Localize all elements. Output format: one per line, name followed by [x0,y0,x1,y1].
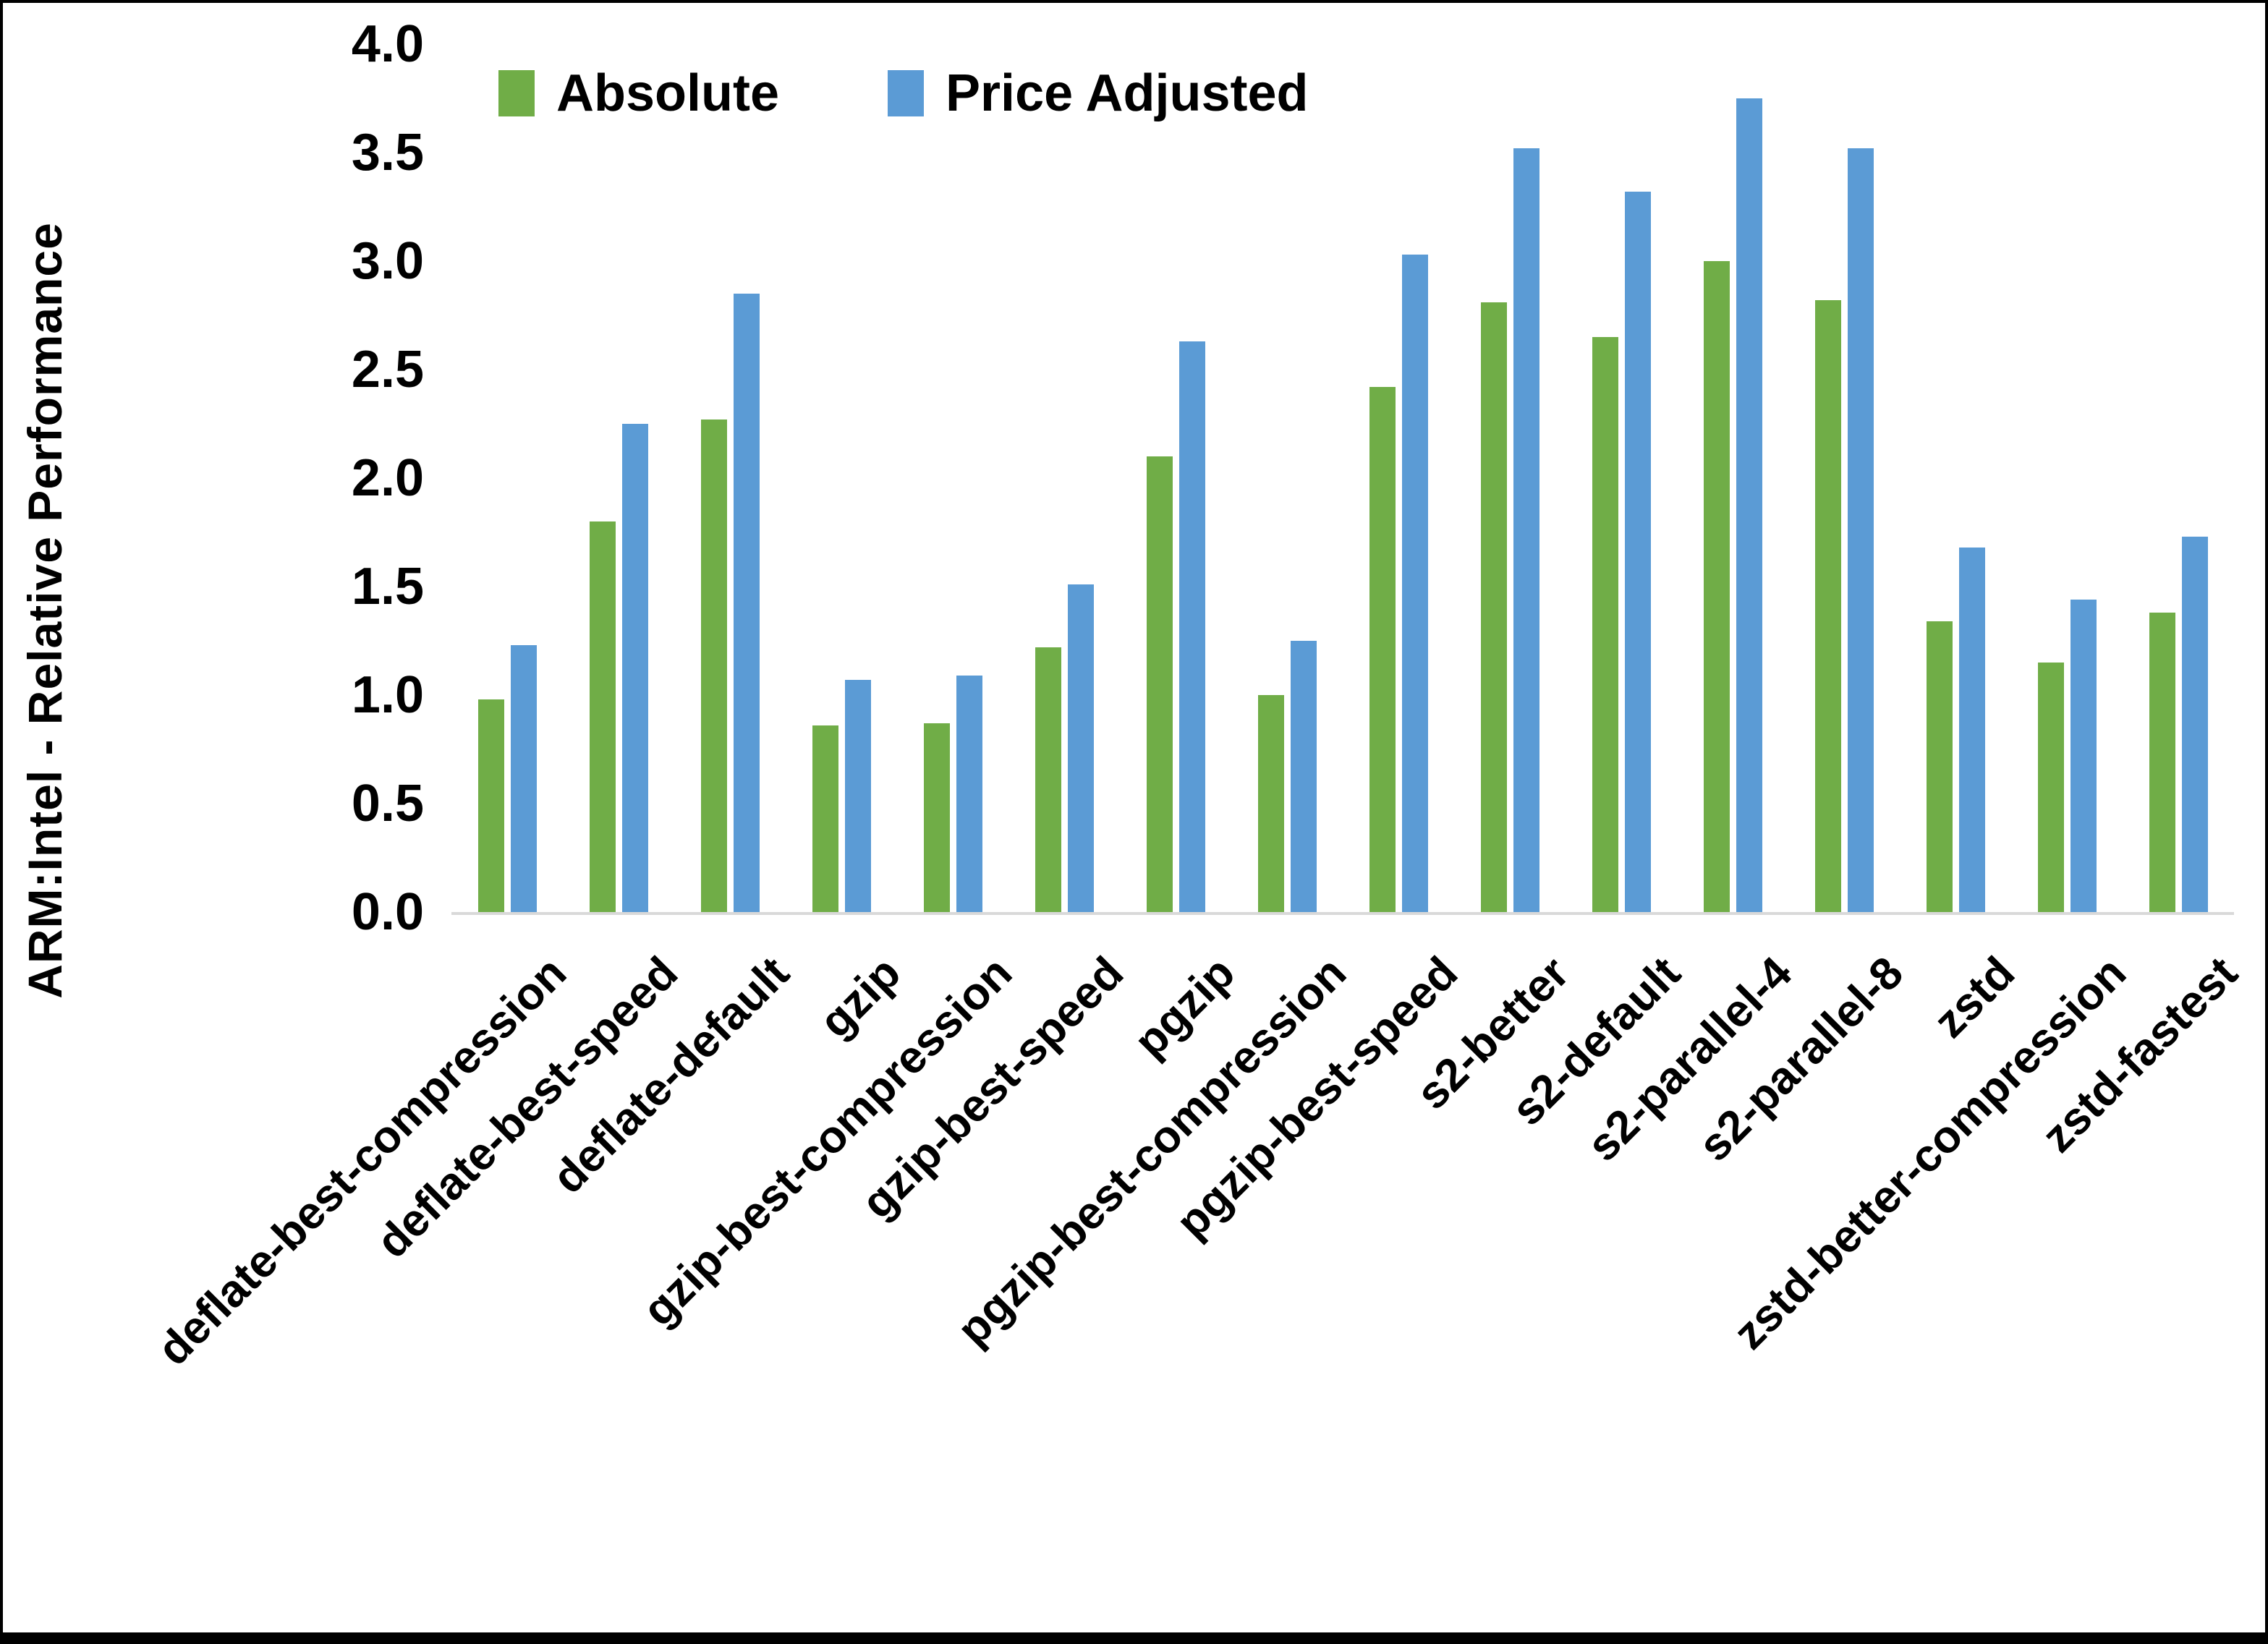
legend-label-price-adjusted: Price Adjusted [946,64,1309,122]
bar-group-gzip-best-speed [1008,44,1120,912]
bar-group-zstd-fastest [2123,44,2234,912]
plot-area [451,44,2234,915]
bar-group-gzip [786,44,897,912]
bar-price_adjusted-pgzip-best-compression [1290,641,1317,912]
bar-price_adjusted-zstd-better-compression [2070,600,2097,912]
bar-absolute-pgzip-best-compression [1257,695,1284,912]
bar-absolute-gzip-best-speed [1035,647,1061,912]
bar-absolute-pgzip-best-speed [1369,387,1396,912]
bar-price_adjusted-deflate-default [733,294,760,912]
bar-absolute-zstd-fastest [2149,613,2175,912]
bar-group-s2-better [1454,44,1566,912]
legend-swatch-price-adjusted-icon [888,70,925,116]
bar-price_adjusted-pgzip-best-speed [1401,255,1428,912]
bar-group-zstd-better-compression [2011,44,2123,912]
bar-price_adjusted-s2-parallel-4 [1736,98,1762,912]
bar-absolute-deflate-default [700,419,727,912]
bar-absolute-s2-parallel-8 [1814,300,1841,912]
bar-absolute-deflate-best-speed [589,521,616,912]
bar-price_adjusted-deflate-best-compression [510,645,537,912]
bar-group-zstd [1900,44,2011,912]
y-tick-label: 2.5 [351,341,424,399]
legend-swatch-absolute-icon [498,70,535,116]
y-tick-label: 3.5 [351,124,424,182]
bar-absolute-s2-parallel-4 [1703,261,1730,912]
bar-absolute-zstd-better-compression [2037,663,2064,912]
bar-price_adjusted-pgzip [1178,341,1205,912]
bar-absolute-gzip [812,725,838,912]
y-tick-label: 2.0 [351,449,424,507]
bar-group-deflate-default [674,44,786,912]
bar-group-pgzip-best-compression [1231,44,1343,912]
bar-group-s2-parallel-4 [1677,44,1788,912]
bar-absolute-s2-default [1592,337,1618,912]
bar-price_adjusted-zstd-fastest [2181,537,2208,912]
bar-price_adjusted-gzip [844,680,871,912]
y-axis-title: ARM:Intel - Relative Performance [18,222,72,999]
bar-group-deflate-best-speed [563,44,674,912]
bar-price_adjusted-s2-better [1513,148,1539,912]
bar-price_adjusted-zstd [1958,548,1985,912]
bar-group-s2-default [1566,44,1677,912]
bar-price_adjusted-gzip-best-speed [1067,584,1094,912]
bar-absolute-pgzip [1146,456,1173,912]
bar-group-pgzip-best-speed [1343,44,1454,912]
bar-price_adjusted-gzip-best-compression [956,676,982,912]
chart-legend: Absolute Price Adjusted [498,64,1308,123]
y-tick-label: 0.0 [351,883,424,941]
bar-group-pgzip [1120,44,1231,912]
bar-group-gzip-best-compression [897,44,1008,912]
bar-price_adjusted-s2-parallel-8 [1847,148,1874,912]
bar-price_adjusted-s2-default [1624,192,1651,912]
legend-item-absolute: Absolute [498,64,779,123]
bar-absolute-deflate-best-compression [477,699,504,912]
bar-price_adjusted-deflate-best-speed [621,424,648,912]
y-tick-label: 3.0 [351,232,424,290]
bar-group-s2-parallel-8 [1788,44,1900,912]
bar-absolute-s2-better [1480,302,1507,912]
y-tick-label: 4.0 [351,15,424,73]
y-tick-label: 1.0 [351,666,424,724]
bar-group-deflate-best-compression [451,44,563,912]
legend-item-price-adjusted: Price Adjusted [888,64,1308,123]
y-tick-label: 1.5 [351,558,424,616]
bar-absolute-gzip-best-compression [923,723,950,912]
bar-absolute-zstd [1926,621,1953,912]
legend-label-absolute: Absolute [556,64,780,122]
y-tick-label: 0.5 [351,775,424,832]
